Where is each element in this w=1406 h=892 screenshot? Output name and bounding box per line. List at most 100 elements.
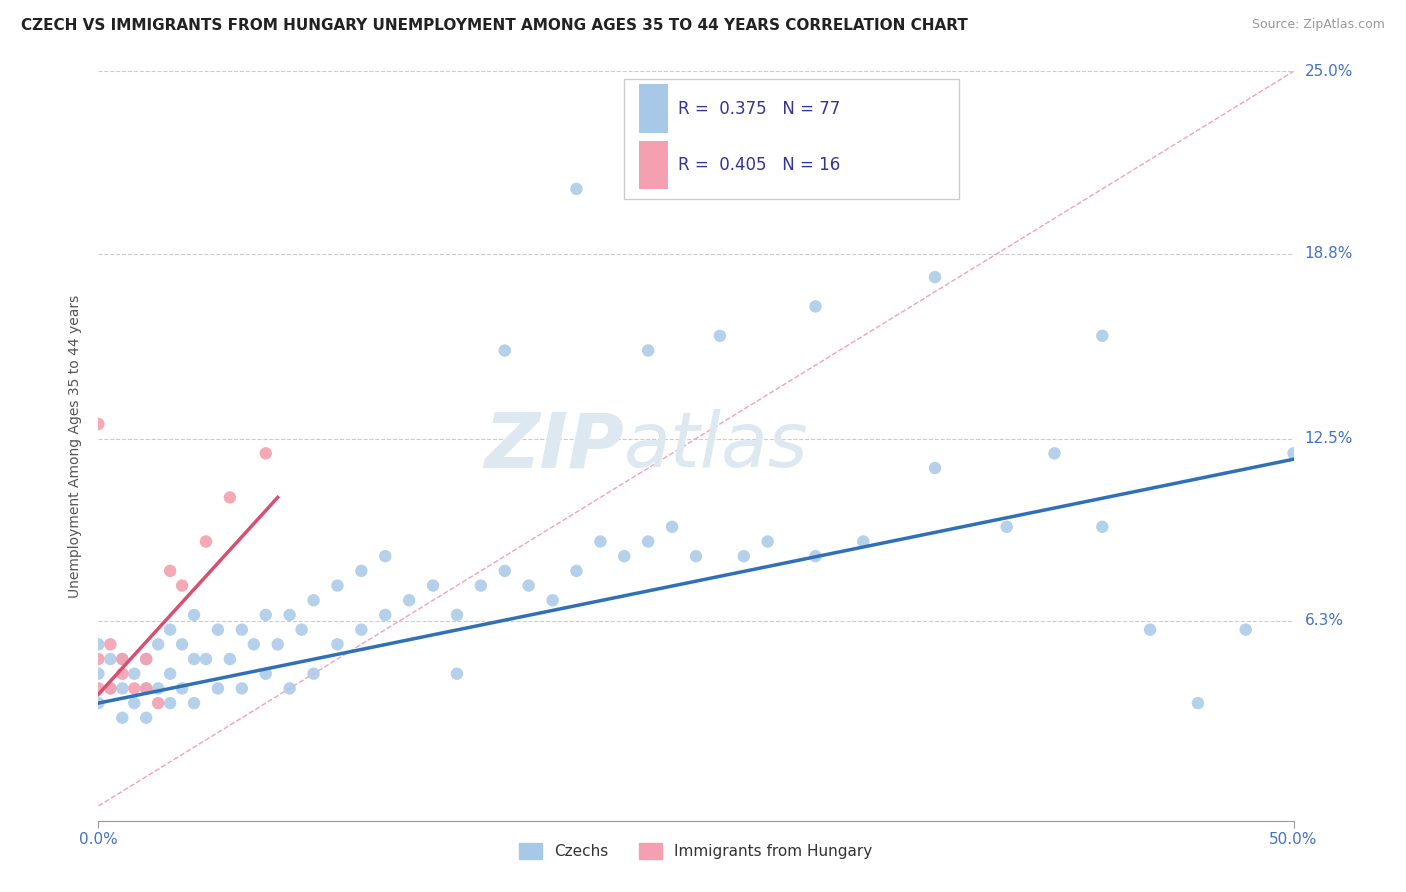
Point	[589, 534, 612, 549]
Point	[135, 652, 157, 666]
Text: ZIP: ZIP	[485, 409, 624, 483]
Point	[254, 666, 277, 681]
Point	[135, 711, 157, 725]
Point	[267, 637, 290, 651]
Point	[219, 652, 242, 666]
Point	[350, 623, 373, 637]
Point	[470, 578, 492, 592]
Text: atlas: atlas	[624, 409, 808, 483]
Point	[278, 681, 301, 696]
Point	[98, 637, 122, 651]
Point	[685, 549, 707, 564]
Point	[172, 578, 194, 592]
Point	[98, 681, 122, 696]
Point	[195, 534, 218, 549]
Text: R =  0.375   N = 77: R = 0.375 N = 77	[678, 100, 841, 118]
Point	[709, 328, 731, 343]
Point	[231, 681, 253, 696]
Point	[995, 520, 1018, 534]
Point	[1282, 446, 1305, 460]
Point	[219, 491, 242, 505]
Point	[183, 696, 205, 710]
Point	[183, 607, 205, 622]
Point	[565, 564, 588, 578]
Point	[111, 652, 134, 666]
Point	[159, 666, 181, 681]
Point	[350, 564, 373, 578]
Text: 25.0%: 25.0%	[1305, 64, 1353, 78]
Point	[1187, 696, 1209, 710]
FancyBboxPatch shape	[624, 78, 959, 199]
Point	[159, 623, 181, 637]
Text: 6.3%: 6.3%	[1305, 614, 1344, 628]
Point	[374, 607, 396, 622]
Point	[124, 696, 146, 710]
FancyBboxPatch shape	[638, 85, 668, 133]
Point	[565, 182, 588, 196]
Text: CZECH VS IMMIGRANTS FROM HUNGARY UNEMPLOYMENT AMONG AGES 35 TO 44 YEARS CORRELAT: CZECH VS IMMIGRANTS FROM HUNGARY UNEMPLO…	[21, 18, 967, 33]
Point	[135, 681, 157, 696]
Point	[135, 681, 157, 696]
Point	[517, 578, 540, 592]
Point	[733, 549, 755, 564]
Point	[172, 681, 194, 696]
Point	[494, 564, 516, 578]
Point	[756, 534, 779, 549]
Point	[159, 564, 181, 578]
Point	[541, 593, 564, 607]
Point	[148, 696, 170, 710]
FancyBboxPatch shape	[638, 141, 668, 189]
Point	[148, 681, 170, 696]
Text: 12.5%: 12.5%	[1305, 431, 1353, 446]
Point	[87, 652, 110, 666]
Point	[159, 696, 181, 710]
Point	[243, 637, 266, 651]
Point	[87, 696, 110, 710]
Point	[637, 343, 659, 358]
Point	[852, 534, 875, 549]
Point	[98, 681, 122, 696]
Point	[1234, 623, 1257, 637]
Point	[111, 681, 134, 696]
Point	[446, 666, 468, 681]
Point	[291, 623, 314, 637]
Point	[207, 623, 229, 637]
Point	[804, 549, 827, 564]
Point	[924, 461, 946, 475]
Point	[254, 446, 277, 460]
Point	[98, 652, 122, 666]
Text: 18.8%: 18.8%	[1305, 246, 1353, 261]
Point	[326, 637, 349, 651]
Point	[302, 593, 325, 607]
Point	[254, 607, 277, 622]
Point	[87, 417, 110, 431]
Point	[446, 607, 468, 622]
Point	[183, 652, 205, 666]
Point	[804, 300, 827, 314]
Legend: Czechs, Immigrants from Hungary: Czechs, Immigrants from Hungary	[513, 838, 879, 865]
Point	[124, 666, 146, 681]
Point	[661, 520, 683, 534]
Point	[111, 711, 134, 725]
Point	[422, 578, 444, 592]
Point	[613, 549, 636, 564]
Point	[1091, 520, 1114, 534]
Point	[111, 666, 134, 681]
Point	[637, 534, 659, 549]
Point	[124, 681, 146, 696]
Text: Source: ZipAtlas.com: Source: ZipAtlas.com	[1251, 18, 1385, 31]
Point	[135, 652, 157, 666]
Point	[374, 549, 396, 564]
Point	[1139, 623, 1161, 637]
Point	[207, 681, 229, 696]
Text: R =  0.405   N = 16: R = 0.405 N = 16	[678, 156, 841, 174]
Point	[326, 578, 349, 592]
Point	[302, 666, 325, 681]
Point	[195, 652, 218, 666]
Point	[231, 623, 253, 637]
Point	[924, 270, 946, 285]
Point	[398, 593, 420, 607]
Point	[148, 637, 170, 651]
Point	[494, 343, 516, 358]
Point	[87, 681, 110, 696]
